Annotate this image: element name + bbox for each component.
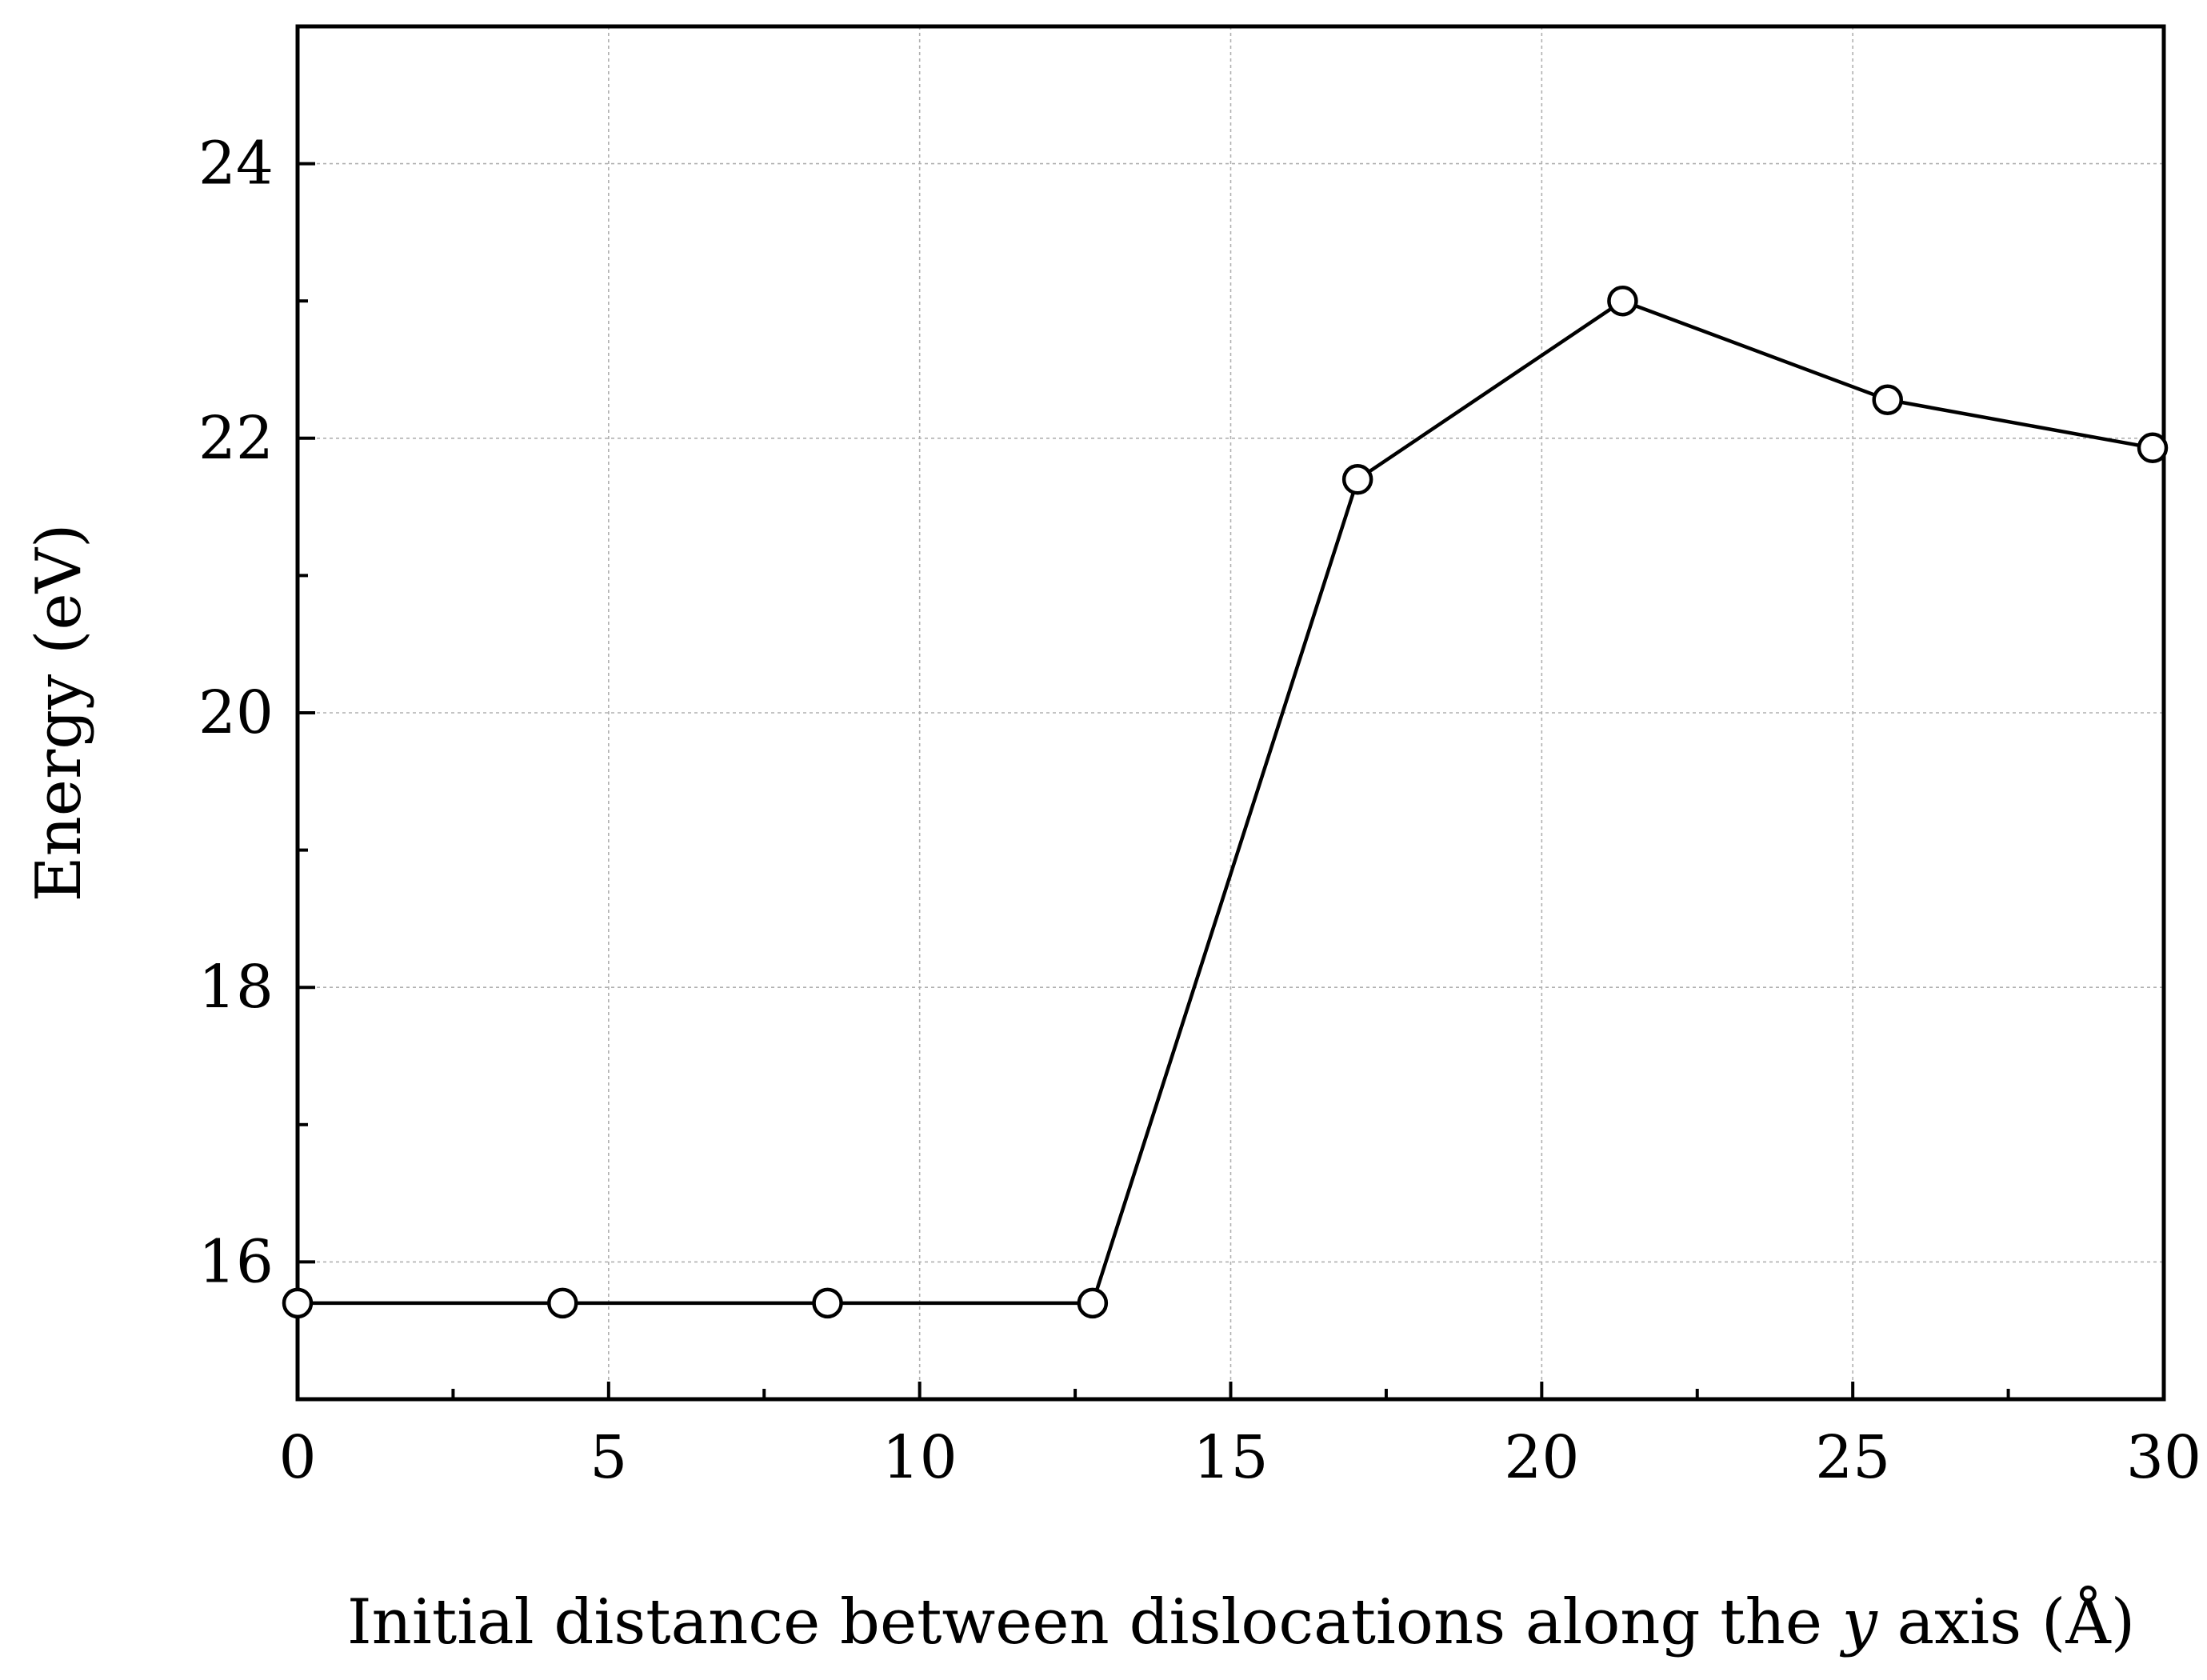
x-tick-label: 15 [1193, 1423, 1268, 1492]
y-axis-label: Energy (eV) [23, 524, 95, 902]
data-point [812, 1287, 843, 1319]
data-point [1872, 384, 1903, 416]
data-point [547, 1287, 578, 1319]
data-point [282, 1287, 314, 1319]
x-axis-label: Initial distance between dislocations al… [347, 1585, 2135, 1658]
y-tick-label: 18 [198, 953, 274, 1022]
y-tick-label: 16 [198, 1227, 274, 1296]
data-point [2137, 432, 2169, 464]
grid [298, 26, 2164, 1399]
x-tick-label: 5 [590, 1423, 627, 1492]
series [282, 285, 2169, 1319]
data-point [1341, 464, 1373, 495]
y-tick-label: 20 [198, 678, 274, 747]
x-tick-label: 10 [882, 1423, 958, 1492]
x-tick-label: 0 [278, 1423, 316, 1492]
x-tick-label: 25 [1815, 1423, 1890, 1492]
axes [295, 24, 2166, 1402]
data-point [1077, 1287, 1109, 1319]
x-tick-label: 20 [1504, 1423, 1579, 1492]
data-point [1607, 285, 1638, 317]
series-line [298, 298, 2153, 1306]
y-tick-label: 22 [198, 404, 274, 473]
x-tick-label: 30 [2126, 1423, 2201, 1492]
axis-labels: 0 5 10 15 20 25 30 16 18 20 22 24 Initial distance b… [23, 130, 2201, 1658]
y-tick-label: 24 [198, 130, 274, 198]
